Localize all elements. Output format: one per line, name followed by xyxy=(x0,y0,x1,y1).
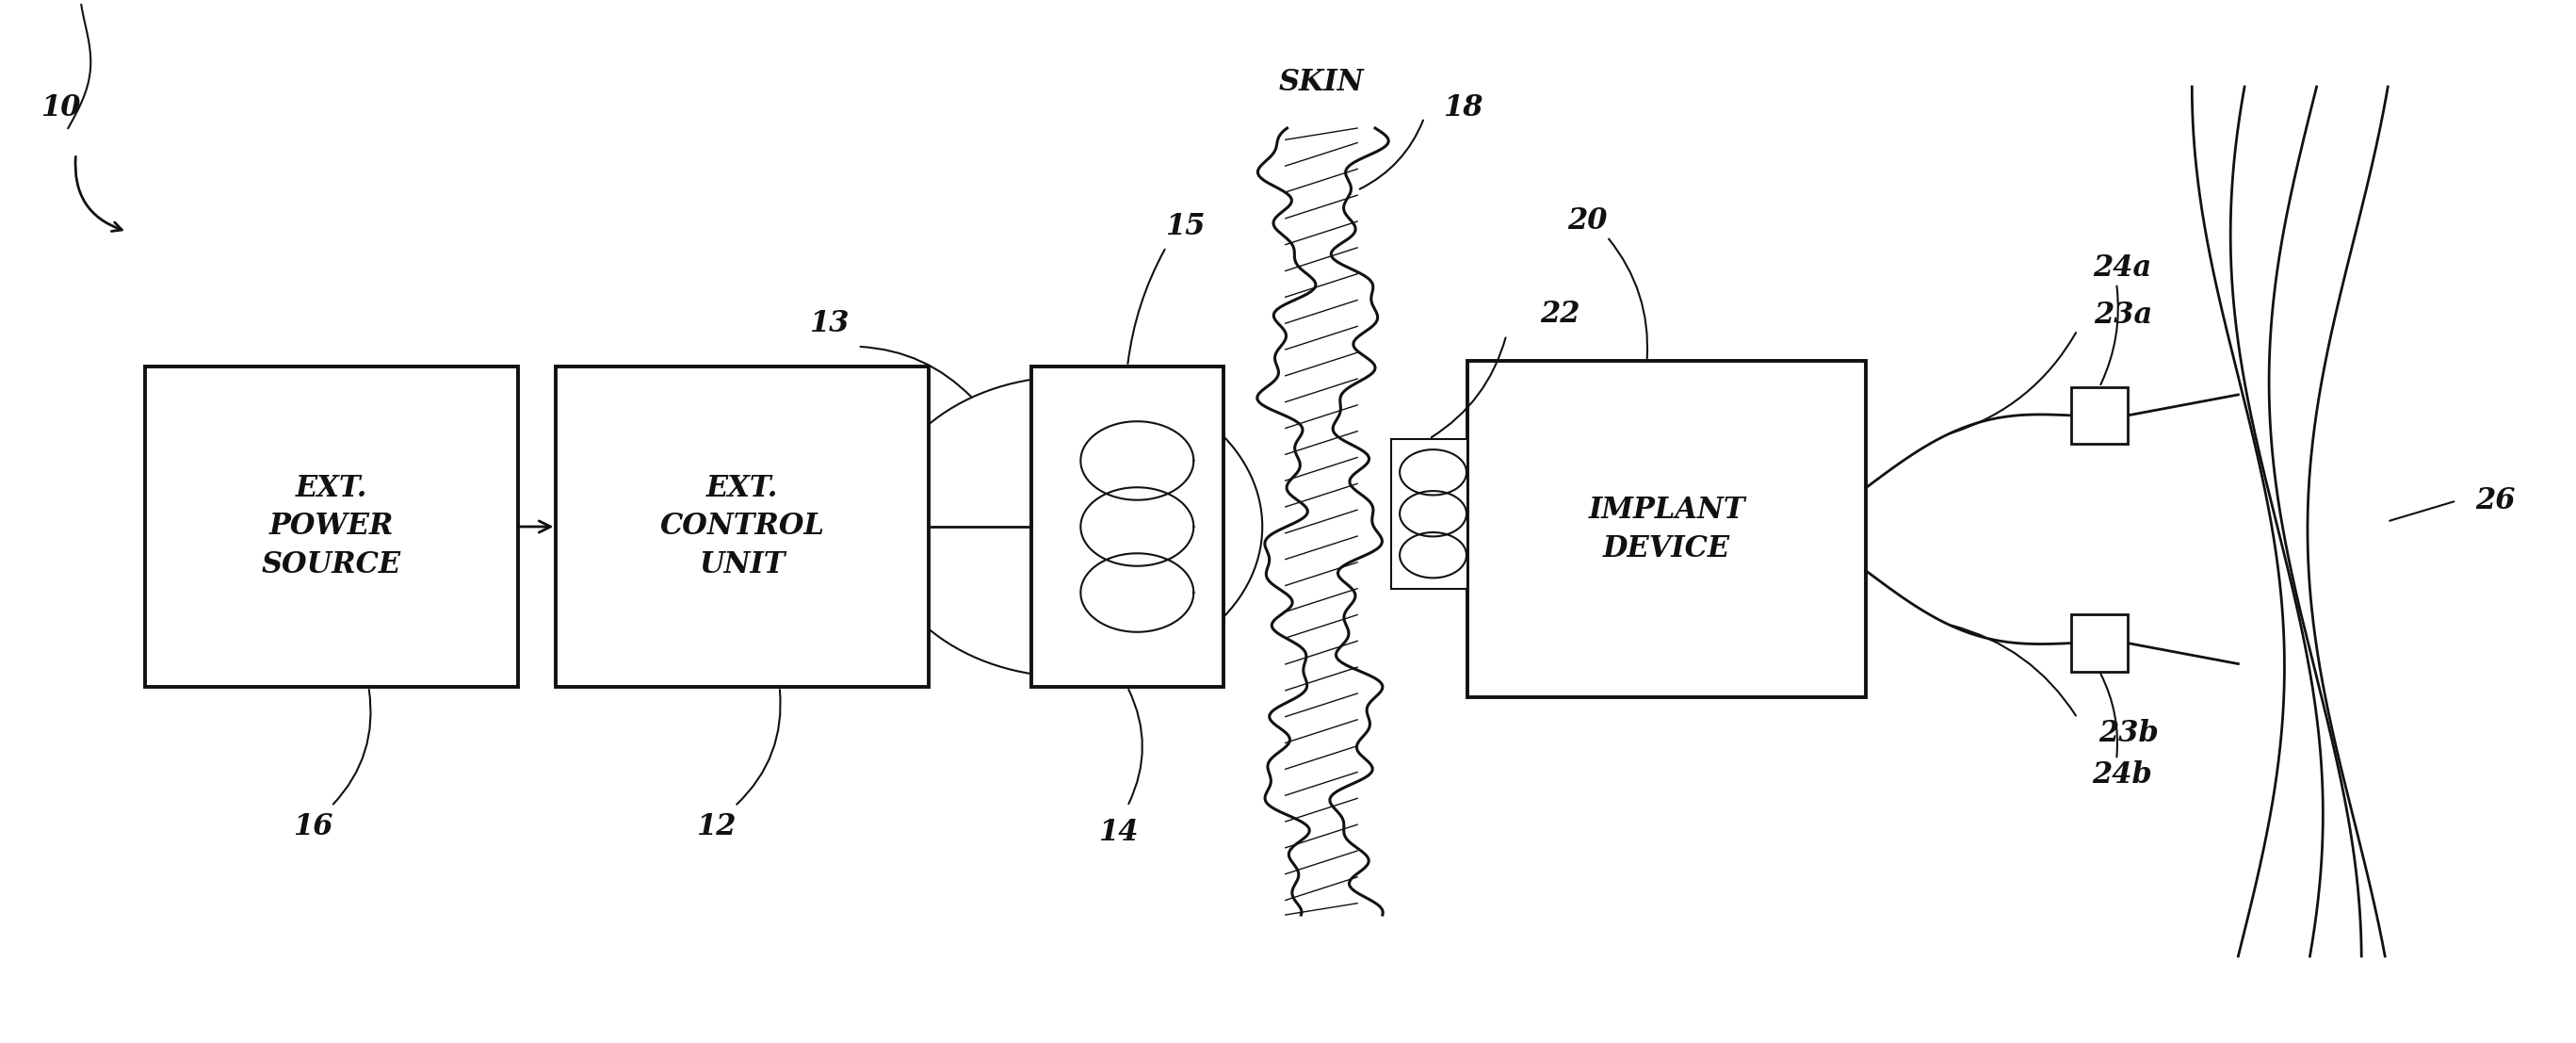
FancyBboxPatch shape xyxy=(2071,387,2128,444)
Text: EXT.
POWER
SOURCE: EXT. POWER SOURCE xyxy=(263,474,402,580)
Text: 16: 16 xyxy=(294,812,332,842)
Text: IMPLANT
DEVICE: IMPLANT DEVICE xyxy=(1589,495,1747,563)
Text: 26: 26 xyxy=(2476,486,2514,515)
Text: 23a: 23a xyxy=(2094,300,2154,330)
FancyBboxPatch shape xyxy=(1030,366,1224,687)
FancyBboxPatch shape xyxy=(2071,614,2128,672)
Text: EXT.
CONTROL
UNIT: EXT. CONTROL UNIT xyxy=(659,474,824,580)
Text: 12: 12 xyxy=(696,812,737,842)
Text: 10: 10 xyxy=(41,93,80,122)
Text: 20: 20 xyxy=(1566,207,1607,236)
Text: 23b: 23b xyxy=(2099,719,2159,748)
Text: 14: 14 xyxy=(1097,818,1139,847)
Text: 24a: 24a xyxy=(2092,253,2151,283)
FancyBboxPatch shape xyxy=(556,366,927,687)
Text: SKIN: SKIN xyxy=(1278,68,1365,97)
Text: 24b: 24b xyxy=(2092,760,2151,790)
Text: 13: 13 xyxy=(809,310,850,339)
Text: 22: 22 xyxy=(1540,300,1579,330)
FancyBboxPatch shape xyxy=(1391,439,1468,589)
FancyBboxPatch shape xyxy=(1468,361,1865,698)
FancyBboxPatch shape xyxy=(144,366,518,687)
Polygon shape xyxy=(1285,128,1358,915)
Text: 18: 18 xyxy=(1443,93,1484,122)
Text: 15: 15 xyxy=(1164,212,1206,241)
